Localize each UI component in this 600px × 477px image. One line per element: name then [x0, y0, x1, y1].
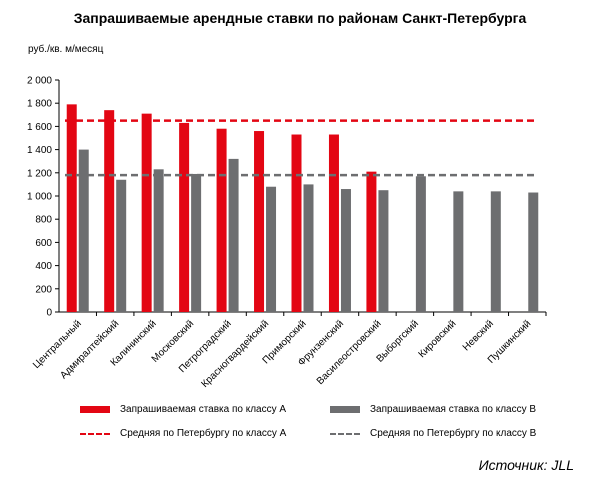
legend-label-average-b: Средняя по Петербургу по классу В [370, 428, 537, 439]
bar-series-a [141, 113, 152, 312]
legend-swatch-series-a [80, 406, 110, 413]
legend-swatch-series-b [330, 406, 360, 413]
legend-item-series-a: Запрашиваемая ставка по классу А [80, 404, 286, 415]
bar-series-b [266, 186, 277, 312]
y-tick-label: 1 400 [27, 145, 52, 156]
bar-series-a [328, 134, 339, 312]
legend-label-average-a: Средняя по Петербургу по классу А [120, 428, 287, 439]
bar-series-b [490, 191, 501, 312]
bar-series-a [366, 171, 377, 312]
y-tick-label: 200 [35, 284, 52, 295]
bar-series-b [78, 149, 89, 312]
bar-series-b [228, 158, 239, 312]
bar-series-b [453, 191, 464, 312]
source-note: Источник: JLL [478, 457, 574, 473]
x-tick-label: Красногвардейский [200, 318, 272, 390]
y-tick-label: 400 [35, 261, 52, 272]
legend-label-series-b: Запрашиваемая ставка по классу В [370, 404, 537, 415]
legend-item-average-b: Средняя по Петербургу по классу В [330, 428, 536, 439]
y-tick-label: 600 [35, 238, 52, 249]
bar-series-b [116, 179, 127, 312]
bar-series-a [254, 131, 265, 312]
y-tick-label: 1 600 [27, 122, 52, 133]
y-axis-unit-label: руб./кв. м/месяц [28, 44, 104, 55]
bar-series-b [528, 192, 539, 312]
legend-swatch-average-b [330, 432, 360, 435]
bar-series-a [216, 128, 227, 312]
bar-series-b [303, 184, 314, 312]
bar-series-a [179, 122, 190, 312]
y-tick-label: 1 800 [27, 99, 52, 110]
chart-plot: 2 000 1 800 1 600 1 400 1 200 1 000 800 600 400 2… [27, 76, 547, 390]
bar-series-b [378, 190, 389, 312]
legend-item-average-a: Средняя по Петербургу по классу А [80, 428, 286, 439]
bar-series-b [153, 169, 164, 312]
bar-series-a [66, 104, 77, 312]
x-tick-label: Невский [461, 318, 496, 353]
bar-series-a [104, 110, 115, 312]
y-tick-label: 2 000 [27, 76, 52, 87]
legend-swatch-average-a [80, 432, 110, 435]
x-tick-label: Кировский [417, 318, 459, 360]
y-tick-label: 1 200 [27, 168, 52, 179]
chart-title: Запрашиваемые арендные ставки по районам… [73, 10, 527, 26]
y-tick-label: 1 000 [27, 192, 52, 203]
x-tick-label: Василеостровский [315, 318, 384, 387]
legend-label-series-a: Запрашиваемая ставка по классу А [120, 404, 287, 415]
bar-series-b [415, 176, 426, 312]
legend-item-series-b: Запрашиваемая ставка по классу В [330, 404, 536, 415]
bar-series-b [191, 173, 202, 312]
y-tick-label: 800 [35, 215, 52, 226]
y-tick-label: 0 [46, 308, 52, 319]
bar-series-b [340, 189, 351, 312]
bar-series-a [291, 134, 302, 312]
